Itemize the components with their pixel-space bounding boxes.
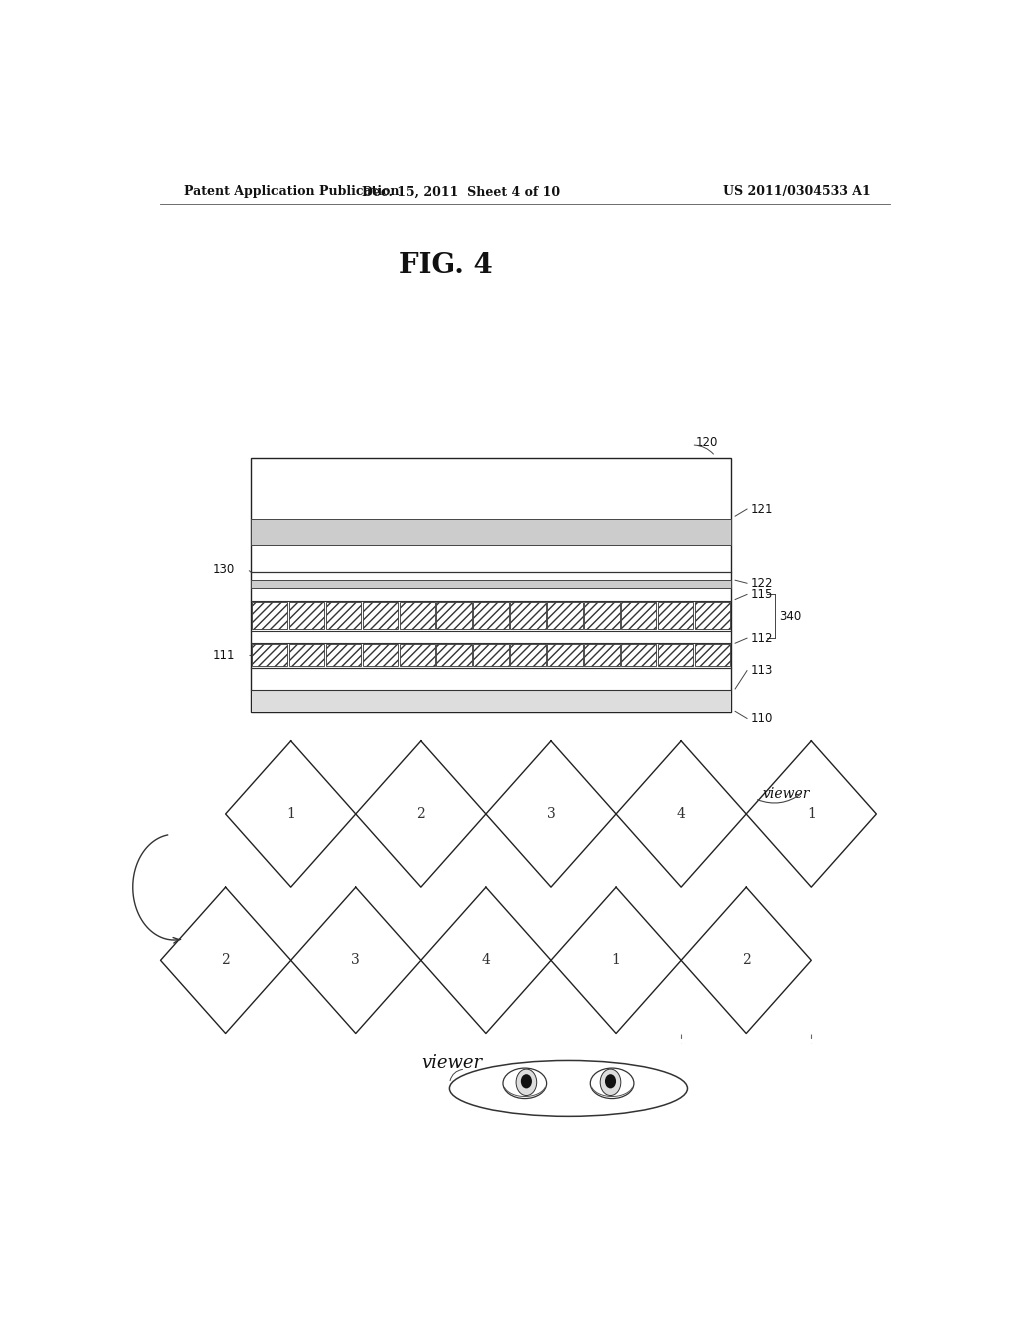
Text: FIG. 4: FIG. 4 — [398, 252, 493, 279]
Ellipse shape — [590, 1068, 634, 1098]
Text: 4: 4 — [481, 953, 490, 968]
Bar — [399, 602, 435, 630]
Bar — [473, 644, 509, 665]
Bar — [252, 644, 287, 665]
Text: 4: 4 — [677, 807, 686, 821]
Circle shape — [516, 1069, 537, 1096]
Bar — [251, 519, 731, 545]
Text: 111: 111 — [213, 649, 236, 661]
Text: 1: 1 — [287, 807, 295, 821]
Bar — [289, 644, 324, 665]
Circle shape — [605, 1074, 616, 1089]
Bar — [585, 602, 620, 630]
Bar — [251, 690, 731, 713]
Text: 121: 121 — [751, 503, 773, 516]
Bar — [695, 602, 730, 630]
Bar — [622, 602, 656, 630]
Bar — [547, 644, 583, 665]
Bar — [510, 602, 546, 630]
Bar — [362, 602, 398, 630]
Bar — [436, 644, 472, 665]
Bar — [473, 602, 509, 630]
Text: Patent Application Publication: Patent Application Publication — [183, 185, 399, 198]
Text: 3: 3 — [547, 807, 555, 821]
Text: Dec. 15, 2011  Sheet 4 of 10: Dec. 15, 2011 Sheet 4 of 10 — [362, 185, 560, 198]
Text: 112: 112 — [751, 632, 773, 644]
Text: 1: 1 — [807, 807, 816, 821]
Bar — [251, 581, 731, 589]
Text: 130: 130 — [213, 562, 236, 576]
Bar — [289, 602, 324, 630]
Text: 120: 120 — [695, 437, 718, 450]
Text: 340: 340 — [779, 610, 801, 623]
Text: 2: 2 — [221, 953, 230, 968]
Circle shape — [521, 1074, 531, 1089]
Circle shape — [600, 1069, 621, 1096]
Bar — [251, 458, 731, 713]
Text: US 2011/0304533 A1: US 2011/0304533 A1 — [723, 185, 871, 198]
Bar — [547, 602, 583, 630]
Bar — [695, 644, 730, 665]
Text: 110: 110 — [751, 711, 773, 725]
Bar — [436, 602, 472, 630]
Text: 3: 3 — [351, 953, 360, 968]
Bar — [326, 644, 361, 665]
Bar — [252, 602, 287, 630]
Text: viewer: viewer — [422, 1053, 482, 1072]
Bar — [510, 644, 546, 665]
Bar — [622, 644, 656, 665]
Bar — [658, 644, 693, 665]
Bar — [399, 644, 435, 665]
Text: 113: 113 — [751, 664, 773, 677]
Bar — [362, 644, 398, 665]
Text: 2: 2 — [417, 807, 425, 821]
Text: 2: 2 — [741, 953, 751, 968]
Text: viewer: viewer — [763, 787, 810, 801]
Text: 1: 1 — [611, 953, 621, 968]
Bar — [585, 644, 620, 665]
Ellipse shape — [503, 1068, 547, 1098]
Text: 122: 122 — [751, 577, 773, 590]
Text: 115: 115 — [751, 587, 773, 601]
Bar — [326, 602, 361, 630]
Bar — [658, 602, 693, 630]
